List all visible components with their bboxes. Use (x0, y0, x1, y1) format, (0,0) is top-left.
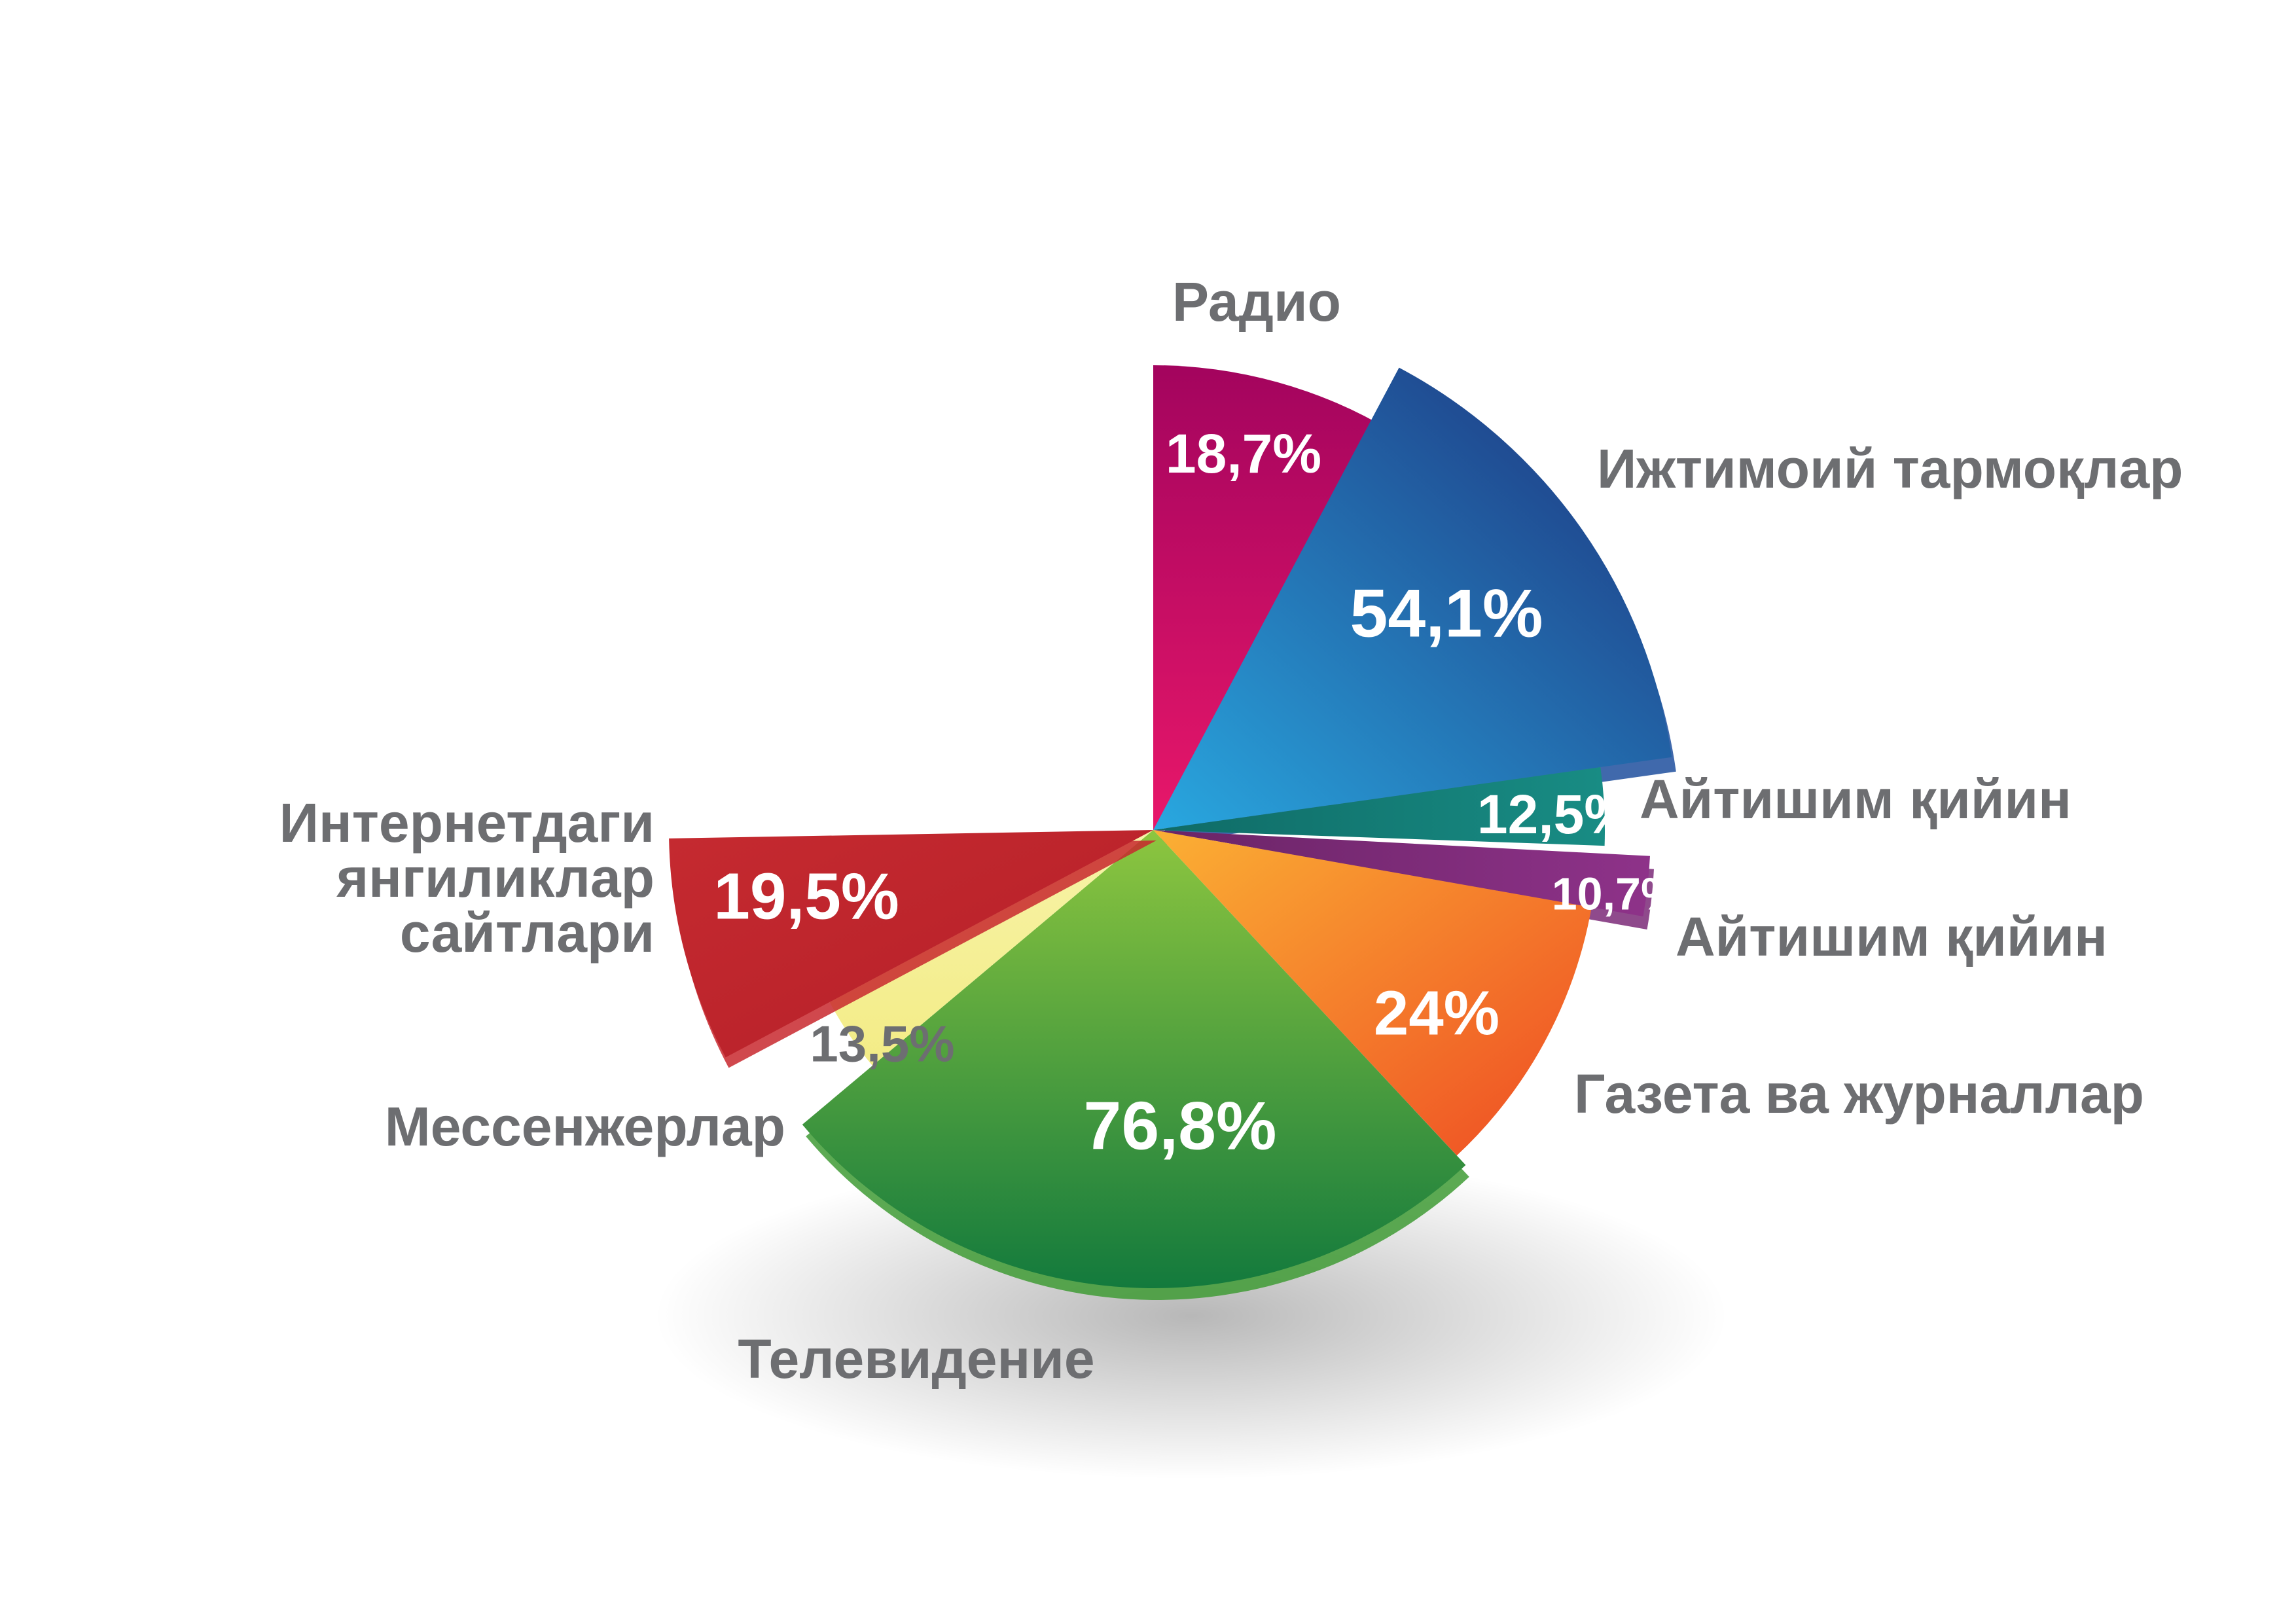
pie-slice (1153, 830, 1592, 1156)
slice-category-label: Газета ва журналлар (1574, 1063, 2144, 1125)
slice-category-label: Интернетдаги янгиликлар сайтлари (279, 792, 655, 964)
slice-value-label: 13,5% (810, 1015, 954, 1073)
pie-slice (802, 830, 1466, 1288)
slice-value-label: 76,8% (1084, 1088, 1277, 1164)
slice-value-label: 10,7% (1552, 868, 1681, 919)
slice-category-label: Мессенжерлар (385, 1096, 785, 1157)
slice-category-label: Телевидение (738, 1328, 1094, 1390)
slice-category-label: Айтишим қийин (1640, 768, 2072, 830)
slice-value-label: 54,1% (1350, 575, 1543, 651)
slice-value-label: 19,5% (713, 859, 899, 933)
slices-layer (669, 365, 1676, 1300)
slice-category-label: Айтишим қийин (1676, 906, 2108, 967)
slice-category-label: Радио (1172, 271, 1341, 333)
pie-slice (1153, 830, 1650, 916)
pie-slice (1153, 367, 1672, 830)
slice-category-label: Ижтимоий тармоқлар (1597, 438, 2183, 499)
pie-slice (1153, 767, 1605, 846)
slice-value-label: 24% (1374, 978, 1499, 1048)
pie-slice (829, 830, 1153, 1066)
slice-value-label: 18,7% (1166, 423, 1321, 484)
slice-value-label: 12,5% (1477, 784, 1633, 845)
pie-slice (669, 830, 1153, 1058)
